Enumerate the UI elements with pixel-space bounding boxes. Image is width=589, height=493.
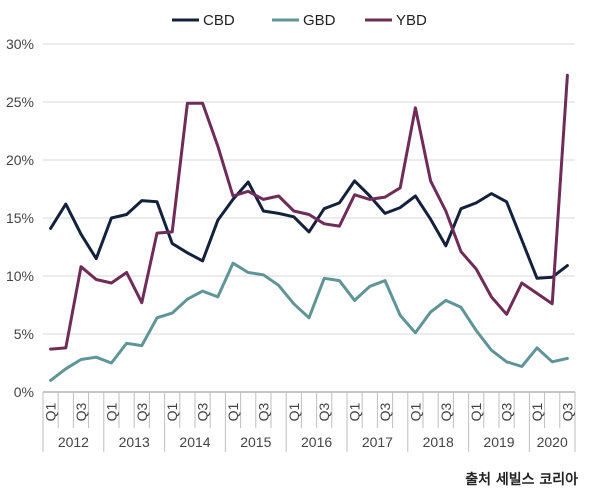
y-tick-label: 5% [14, 326, 34, 342]
series-lines [49, 73, 569, 382]
quarter-label: Q3 [499, 402, 515, 421]
year-label: 2019 [483, 434, 514, 450]
year-label: 2015 [240, 434, 271, 450]
quarter-label: Q1 [164, 402, 180, 421]
year-label: 2013 [119, 434, 150, 450]
y-tick-label: 15% [6, 210, 34, 226]
quarter-label: Q3 [195, 402, 211, 421]
quarter-label: Q1 [43, 402, 59, 421]
quarter-label: Q1 [407, 402, 423, 421]
legend: CBD GBD YBD [172, 12, 427, 29]
source-label: 출처 세빌스 코리아 [465, 471, 578, 488]
quarter-label: Q1 [225, 402, 241, 421]
year-label: 2018 [423, 434, 454, 450]
series-line-cbd [49, 179, 569, 280]
year-label: 2012 [58, 434, 89, 450]
quarter-label: Q1 [286, 402, 302, 421]
legend-label-gbd: GBD [303, 12, 336, 29]
y-tick-label: 0% [14, 384, 34, 400]
y-tick-label: 20% [6, 152, 34, 168]
year-label: 2016 [301, 434, 332, 450]
quarter-label: Q3 [316, 402, 332, 421]
y-tick-label: 30% [6, 36, 34, 52]
quarter-label: Q3 [134, 402, 150, 421]
y-axis: 0% 5% 10% 15% 20% 25% 30% [6, 36, 34, 400]
quarter-label: Q3 [438, 402, 454, 421]
y-tick-label: 10% [6, 268, 34, 284]
series-line-gbd [49, 261, 569, 382]
quarter-label: Q3 [255, 402, 271, 421]
quarter-label: Q3 [377, 402, 393, 421]
series-line-ybd [49, 73, 569, 351]
year-label: 2017 [362, 434, 393, 450]
quarter-label: Q3 [73, 402, 89, 421]
quarter-label: Q3 [559, 402, 575, 421]
y-tick-label: 25% [6, 94, 34, 110]
quarter-label: Q1 [468, 402, 484, 421]
legend-label-ybd: YBD [396, 12, 427, 29]
quarter-label: Q1 [103, 402, 119, 421]
year-label: 2014 [179, 434, 210, 450]
legend-label-cbd: CBD [203, 12, 235, 29]
quarter-label: Q1 [347, 402, 363, 421]
year-label: 2020 [537, 434, 568, 450]
gridlines [43, 43, 575, 335]
quarter-label: Q1 [529, 402, 545, 421]
